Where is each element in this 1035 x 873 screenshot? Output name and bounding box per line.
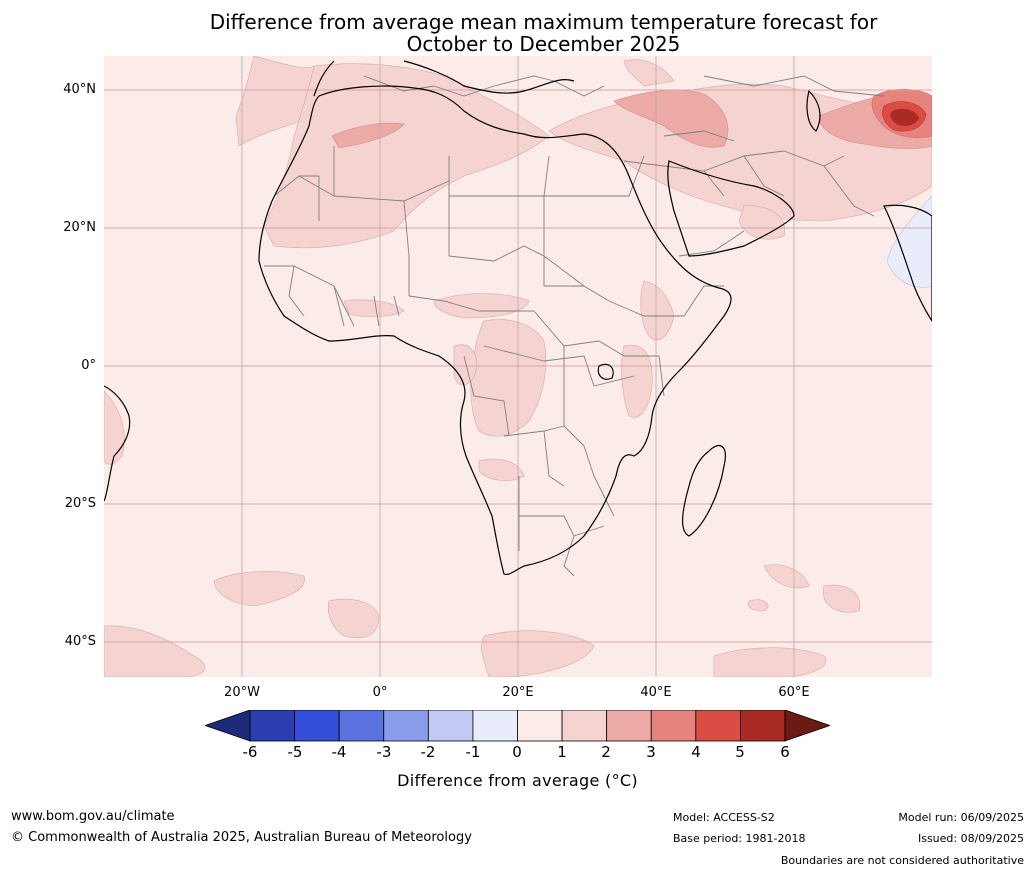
- colorbar-label: 6: [780, 743, 790, 761]
- lon-tick-label: 0°: [372, 685, 388, 700]
- colorbar-label: 3: [646, 743, 656, 761]
- boundaries-disclaimer: Boundaries are not considered authoritat…: [780, 854, 1024, 867]
- website-link[interactable]: www.bom.gov.au/climate: [11, 809, 175, 824]
- lat-tick-label: 20°N: [63, 220, 96, 235]
- issued-date: Issued: 08/09/2025: [917, 832, 1024, 845]
- map-title-line1: Difference from average mean maximum tem…: [209, 10, 878, 34]
- base-period: Base period: 1981-2018: [673, 832, 806, 845]
- colorbar-label: -1: [465, 743, 481, 761]
- country-borders: [264, 75, 885, 577]
- lat-tick-label: 0°: [81, 358, 96, 373]
- map-title-line2: October to December 2025: [406, 32, 681, 56]
- lat-tick-label: 40°N: [63, 82, 96, 97]
- colorbar-extend-high: [784, 710, 830, 742]
- land-anomaly-5-6: [890, 108, 919, 126]
- model-name: Model: ACCESS-S2: [673, 811, 775, 824]
- colorbar-cell: [338, 710, 385, 742]
- colorbar-label: -5: [287, 743, 303, 761]
- colorbar-label: 0: [512, 743, 522, 761]
- anomaly-map: [104, 56, 932, 677]
- colorbar-cell: [517, 710, 563, 742]
- colorbar-label: 1: [557, 743, 567, 761]
- meridians: [241, 56, 795, 677]
- lon-tick-label: 20°W: [224, 685, 260, 700]
- colorbar-cell: [383, 710, 429, 742]
- colorbar-cell: [561, 710, 608, 742]
- coastlines: [104, 60, 932, 576]
- colorbar-label: 2: [601, 743, 611, 761]
- colorbar-cell: [740, 710, 786, 742]
- copyright-text: © Commonwealth of Australia 2025, Austra…: [11, 830, 472, 845]
- colorbar-cell: [695, 710, 741, 742]
- lon-tick-label: 40°E: [640, 685, 672, 700]
- ocean-anomaly-1-2: [104, 56, 861, 677]
- colorbar-title: Difference from average (°C): [397, 771, 638, 790]
- colorbar-label: -6: [242, 743, 258, 761]
- colorbar-cell: [472, 710, 518, 742]
- colorbar: [205, 710, 830, 742]
- colorbar-label: 5: [735, 743, 745, 761]
- colorbar-cell: [606, 710, 652, 742]
- lat-tick-label: 20°S: [64, 496, 96, 511]
- lon-tick-label: 60°E: [778, 685, 810, 700]
- colorbar-label: -3: [376, 743, 392, 761]
- colorbar-cell: [427, 710, 474, 742]
- lat-tick-label: 40°S: [64, 634, 96, 649]
- model-run-date: Model run: 06/09/2025: [898, 811, 1024, 824]
- colorbar-cell: [294, 710, 340, 742]
- colorbar-extend-low: [205, 710, 251, 742]
- colorbar-cell: [249, 710, 295, 742]
- colorbar-label: -4: [331, 743, 347, 761]
- colorbar-label: 4: [691, 743, 701, 761]
- lon-tick-label: 20°E: [502, 685, 534, 700]
- colorbar-cell: [650, 710, 697, 742]
- colorbar-label: -2: [420, 743, 436, 761]
- ocean-anomaly-neg: [886, 195, 932, 288]
